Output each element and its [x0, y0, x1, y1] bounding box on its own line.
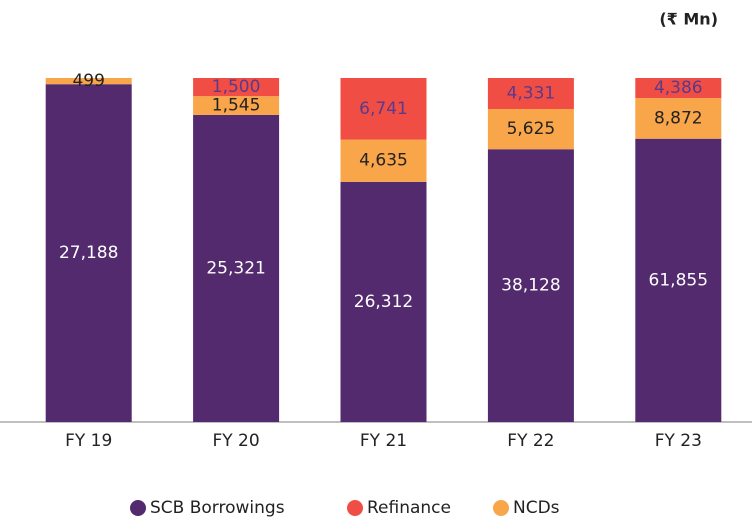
legend-label: Refinance: [367, 498, 451, 518]
x-tick-label: FY 22: [507, 431, 554, 451]
bar-segment: [193, 78, 280, 97]
value-label: 1,500: [212, 77, 261, 97]
value-label: 5,625: [507, 119, 556, 139]
bar-segment: [340, 139, 427, 182]
x-tick-label: FY 19: [65, 431, 112, 451]
bar-segment: [340, 78, 427, 140]
value-label: 26,312: [354, 292, 413, 312]
x-tick-label: FY 21: [360, 431, 407, 451]
bar-segment: [487, 108, 574, 150]
legend-swatch: [347, 500, 363, 516]
bar-segment: [635, 98, 722, 139]
value-label: 6,741: [359, 99, 408, 119]
bar-segment: [45, 84, 132, 422]
value-label: 1,545: [212, 96, 261, 116]
bar-segment: [635, 78, 722, 99]
x-tick-label: FY 23: [655, 431, 702, 451]
legend-label: NCDs: [513, 498, 560, 518]
bar-segment: [45, 78, 132, 85]
value-label: 25,321: [206, 258, 265, 278]
value-label: 27,188: [59, 243, 118, 263]
legend-label: SCB Borrowings: [150, 498, 285, 518]
value-label: 4,331: [507, 83, 556, 103]
legend-swatch: [493, 500, 509, 516]
legend-swatch: [130, 500, 146, 516]
bar-segment: [487, 149, 574, 422]
bar-segment: [193, 114, 280, 422]
value-label: 4,386: [654, 78, 703, 98]
bar-segment: [340, 181, 427, 422]
bar-segment: [487, 78, 574, 109]
unit-label: (₹ Mn): [659, 10, 718, 29]
x-tick-label: FY 20: [212, 431, 259, 451]
value-label: 38,128: [501, 276, 560, 296]
bar-segment: [635, 138, 722, 422]
value-label: 499: [72, 71, 104, 91]
value-label: 4,635: [359, 151, 408, 171]
value-label: 61,855: [649, 270, 708, 290]
value-label: 8,872: [654, 108, 703, 128]
bar-segment: [193, 96, 280, 115]
